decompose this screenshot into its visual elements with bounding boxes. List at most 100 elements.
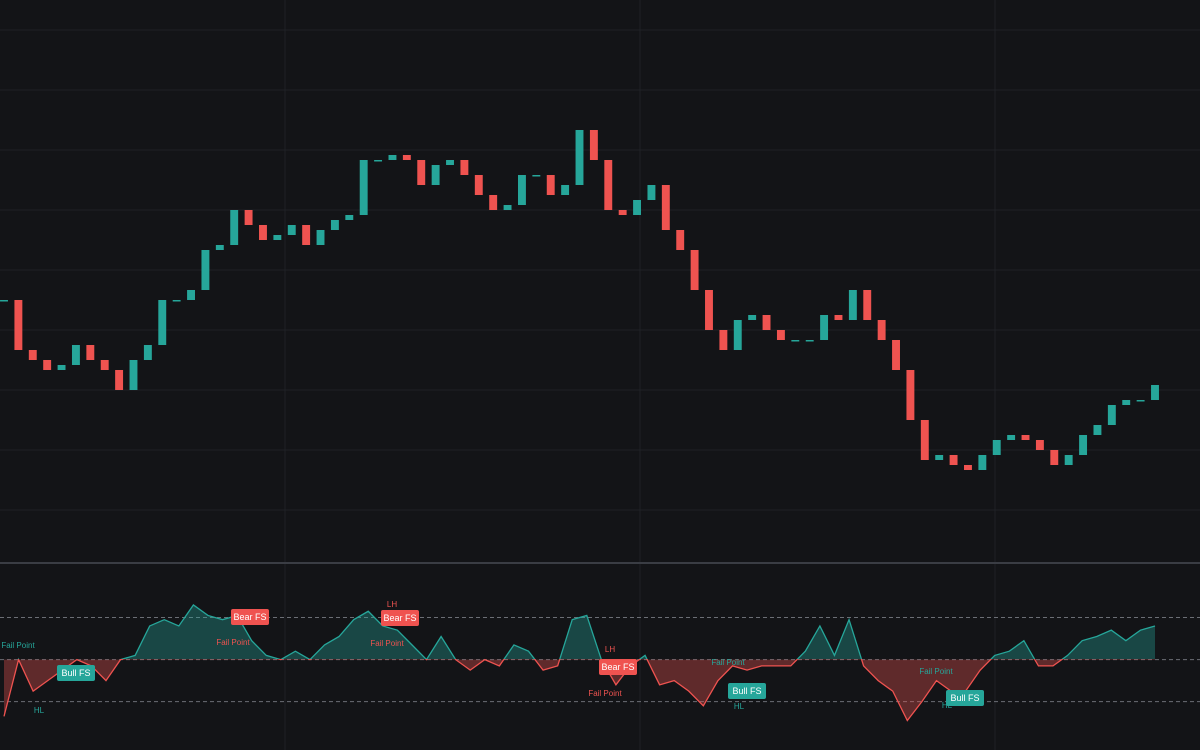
candle — [86, 345, 95, 360]
candle — [618, 210, 627, 215]
candle — [43, 360, 52, 370]
candle — [489, 195, 498, 210]
annotation-text: HL — [942, 701, 953, 710]
signal-label: Bear FS — [599, 659, 637, 675]
signal-label: Bear FS — [231, 609, 269, 625]
annotation-text: Fail Point — [919, 667, 953, 676]
candle — [115, 370, 124, 390]
candle — [935, 455, 944, 460]
candle — [374, 160, 383, 162]
candle — [949, 455, 958, 465]
signal-label: Bull FS — [728, 683, 766, 699]
candle — [1021, 435, 1030, 440]
candle — [705, 290, 713, 330]
candle — [1136, 400, 1145, 402]
candle — [402, 155, 411, 160]
candle — [877, 320, 886, 340]
candle — [1050, 450, 1059, 465]
annotation-text: HL — [34, 706, 45, 715]
candle — [345, 215, 354, 220]
candle — [892, 340, 900, 370]
signal-box — [57, 665, 95, 681]
candle — [748, 315, 757, 320]
signal-box — [946, 690, 984, 706]
candle — [230, 210, 239, 245]
candle — [474, 175, 483, 195]
signal-box — [599, 659, 637, 675]
annotation-text: Fail Point — [711, 658, 745, 667]
candle — [863, 290, 872, 320]
candle — [359, 160, 368, 215]
candle — [259, 225, 267, 240]
signal-box — [231, 609, 269, 625]
candle — [633, 200, 642, 215]
annotation-text: HL — [734, 702, 745, 711]
annotation-text: Fail Point — [588, 689, 622, 698]
annotation-text: Fail Point — [1, 641, 35, 650]
candle — [906, 370, 915, 420]
candle — [604, 160, 613, 210]
annotation-text: LH — [387, 600, 397, 609]
candle — [417, 160, 426, 185]
candle — [273, 235, 282, 240]
candle — [215, 245, 224, 250]
candle — [28, 350, 37, 360]
candle — [503, 205, 512, 210]
candle — [1007, 435, 1016, 440]
signal-text: Bear FS — [383, 613, 416, 623]
candle — [330, 220, 339, 230]
candle — [244, 210, 253, 225]
candle — [460, 160, 469, 175]
candle — [1151, 385, 1159, 400]
candle — [661, 185, 670, 230]
candle — [129, 360, 138, 390]
signal-box — [728, 683, 766, 699]
candle — [848, 290, 857, 320]
candle — [546, 175, 555, 195]
candle — [302, 225, 311, 245]
candle — [1064, 455, 1073, 465]
candle — [575, 130, 584, 185]
candle — [776, 330, 785, 340]
annotation-text: Fail Point — [370, 639, 404, 648]
candle — [14, 300, 23, 350]
oscillator-area — [122, 604, 1155, 659]
candle — [316, 230, 325, 245]
signal-label: Bull FS — [57, 665, 95, 681]
candle — [676, 230, 685, 250]
signal-text: Bear FS — [233, 612, 266, 622]
candle — [446, 160, 454, 165]
signal-text: Bear FS — [601, 662, 634, 672]
annotation-text: Fail Point — [216, 638, 250, 647]
candle — [589, 130, 598, 160]
candle — [762, 315, 771, 330]
candle — [978, 455, 987, 470]
candle — [158, 300, 167, 345]
candle — [733, 320, 742, 350]
candle — [187, 290, 195, 300]
candle — [719, 330, 728, 350]
candle — [1107, 405, 1116, 425]
oscillator-line — [18, 604, 1156, 659]
candle — [805, 340, 814, 342]
candle — [561, 185, 570, 195]
signal-label: Bear FS — [381, 610, 419, 626]
candle — [388, 155, 397, 160]
candle — [57, 365, 66, 370]
candle — [201, 250, 210, 290]
candle — [647, 185, 656, 200]
candle — [172, 300, 181, 302]
candle — [1093, 425, 1102, 435]
candle — [834, 315, 843, 320]
signal-text: Bull FS — [61, 668, 90, 678]
signal-box — [381, 610, 419, 626]
candle — [992, 440, 1001, 455]
annotation-text: LH — [605, 645, 615, 654]
candle — [920, 420, 929, 460]
candle — [71, 345, 80, 365]
signal-text: Bull FS — [950, 693, 979, 703]
candle — [287, 225, 296, 235]
candle — [1122, 400, 1131, 405]
